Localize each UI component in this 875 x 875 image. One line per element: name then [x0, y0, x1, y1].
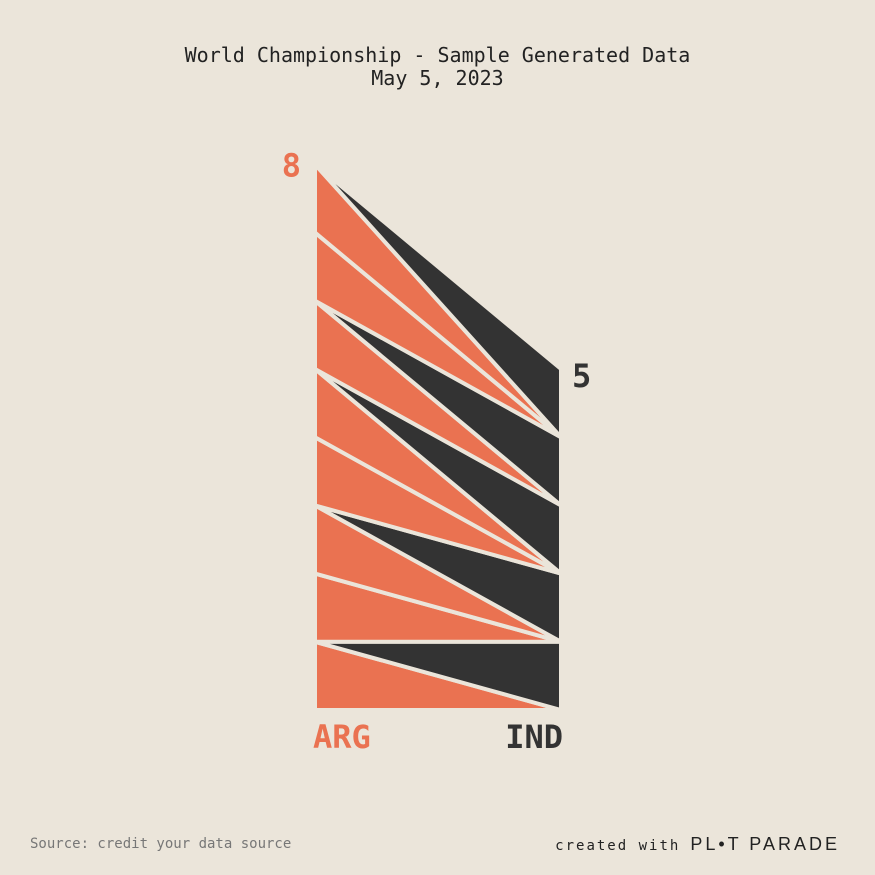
ind-score-label: 5 — [572, 357, 591, 395]
chart-subtitle: May 5, 2023 — [371, 66, 504, 90]
label-group: 8 5 ARG IND — [282, 146, 592, 756]
ind-team-label: IND — [505, 718, 563, 756]
chart-title: World Championship - Sample Generated Da… — [184, 43, 691, 67]
arg-team-label: ARG — [313, 718, 371, 756]
credit-block: created with PL•T PARADE — [555, 834, 840, 855]
credit-lead-text: created with — [555, 838, 681, 854]
chart-title-block: World Championship - Sample Generated Da… — [0, 44, 875, 90]
band-group — [313, 159, 563, 713]
brand-logo: PL•T PARADE — [690, 834, 840, 854]
goal-band-13 — [313, 162, 563, 443]
data-source-note: Source: credit your data source — [30, 836, 292, 852]
arg-score-label: 8 — [282, 146, 301, 184]
